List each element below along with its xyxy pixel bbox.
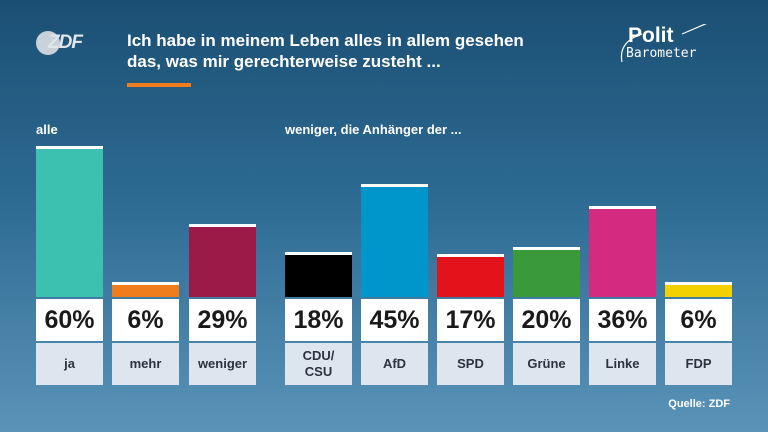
bar-7 bbox=[589, 206, 656, 297]
title-accent-bar bbox=[127, 83, 191, 87]
value-label-7: 36% bbox=[589, 299, 656, 341]
bar-0 bbox=[36, 146, 103, 297]
category-label-5: SPD bbox=[437, 343, 504, 385]
value-label-6: 20% bbox=[513, 299, 580, 341]
value-label-1: 6% bbox=[112, 299, 179, 341]
bar-8 bbox=[665, 281, 732, 297]
politbarometer-logo-line1: Polit bbox=[628, 24, 674, 47]
value-label-2: 29% bbox=[189, 299, 256, 341]
value-label-8: 6% bbox=[665, 299, 732, 341]
bar-1 bbox=[112, 281, 179, 297]
group-label-all: alle bbox=[36, 122, 58, 137]
category-label-1: mehr bbox=[112, 343, 179, 385]
category-label-3: CDU/ CSU bbox=[285, 343, 352, 385]
bar-5 bbox=[437, 254, 504, 297]
chart-title-line2: das, was mir gerechterweise zusteht ... bbox=[127, 52, 441, 71]
politbarometer-logo-line2: Barometer bbox=[626, 46, 697, 61]
category-label-7: Linke bbox=[589, 343, 656, 385]
group-label-supporters: weniger, die Anhänger der ... bbox=[285, 122, 462, 137]
category-label-8: FDP bbox=[665, 343, 732, 385]
value-label-3: 18% bbox=[285, 299, 352, 341]
bar-2 bbox=[189, 224, 256, 297]
category-label-2: weniger bbox=[189, 343, 256, 385]
bar-6 bbox=[513, 246, 580, 297]
source-label: Quelle: ZDF bbox=[668, 398, 730, 410]
value-label-4: 45% bbox=[361, 299, 428, 341]
zdf-logo-text: ZDF bbox=[48, 32, 83, 53]
chart-title-line1: Ich habe in meinem Leben alles in allem … bbox=[127, 31, 524, 50]
value-label-5: 17% bbox=[437, 299, 504, 341]
category-label-0: ja bbox=[36, 343, 103, 385]
politbarometer-swoosh-icon bbox=[620, 24, 707, 63]
bar-4 bbox=[361, 183, 428, 297]
zdf-logo: ZDF bbox=[34, 30, 88, 56]
politbarometer-logo: Polit Barometer bbox=[612, 24, 722, 70]
chart-title: Ich habe in meinem Leben alles in allem … bbox=[127, 30, 597, 72]
bar-3 bbox=[285, 251, 352, 297]
category-label-6: Grüne bbox=[513, 343, 580, 385]
value-label-0: 60% bbox=[36, 299, 103, 341]
category-label-4: AfD bbox=[361, 343, 428, 385]
zdf-logo-circle bbox=[36, 31, 60, 55]
